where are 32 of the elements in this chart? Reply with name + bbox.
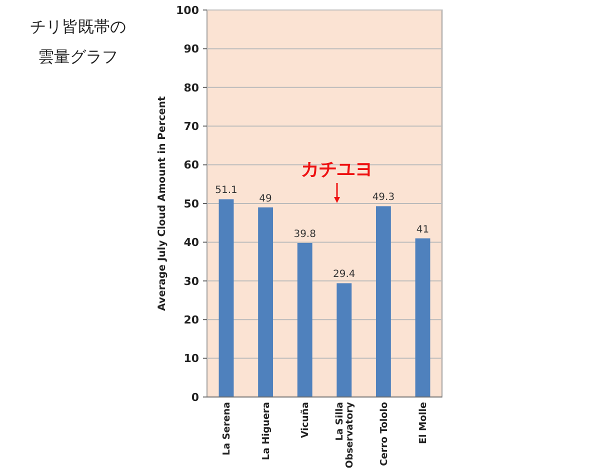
annotation: カチユヨ <box>301 159 373 180</box>
data-label: 49 <box>259 193 272 204</box>
y-tick-label: 60 <box>184 158 200 172</box>
bar <box>258 207 274 397</box>
y-axis-title: Average July Cloud Amount in Percent <box>157 96 168 311</box>
x-tick-label: Vicuña <box>300 402 312 438</box>
x-tick-label: Cerro Tololo <box>378 402 390 466</box>
y-tick-label: 80 <box>184 81 200 94</box>
y-tick-label: 50 <box>184 197 200 210</box>
y-tick-label: 90 <box>184 42 200 56</box>
x-tick-label: El Molle <box>418 402 430 444</box>
y-tick-label: 0 <box>191 390 200 404</box>
text: チリ皆既帯の雲量グラフ <box>30 17 126 66</box>
data-label: 51.1 <box>215 185 238 196</box>
x-tick-label: La Serena <box>222 402 233 456</box>
data-label: 49.3 <box>372 192 395 204</box>
y-tick-label: 40 <box>184 236 200 250</box>
bar <box>218 199 234 397</box>
y-tick-label: 70 <box>184 120 200 133</box>
y-tick-label: 100 <box>176 4 200 17</box>
data-label: 39.8 <box>294 228 316 240</box>
bar <box>336 283 352 397</box>
data-label: 29.4 <box>333 269 356 280</box>
bar <box>415 238 430 397</box>
y-tick-label: 20 <box>184 313 200 326</box>
x-tick-label: La Higuera <box>260 402 272 460</box>
y-tick-label: 10 <box>184 352 200 366</box>
data-label: 41 <box>416 224 430 236</box>
bar <box>297 242 312 397</box>
x-tick-label: La Silla Observatory <box>334 401 356 468</box>
y-tick-label: 30 <box>184 274 200 288</box>
bar <box>376 206 391 397</box>
